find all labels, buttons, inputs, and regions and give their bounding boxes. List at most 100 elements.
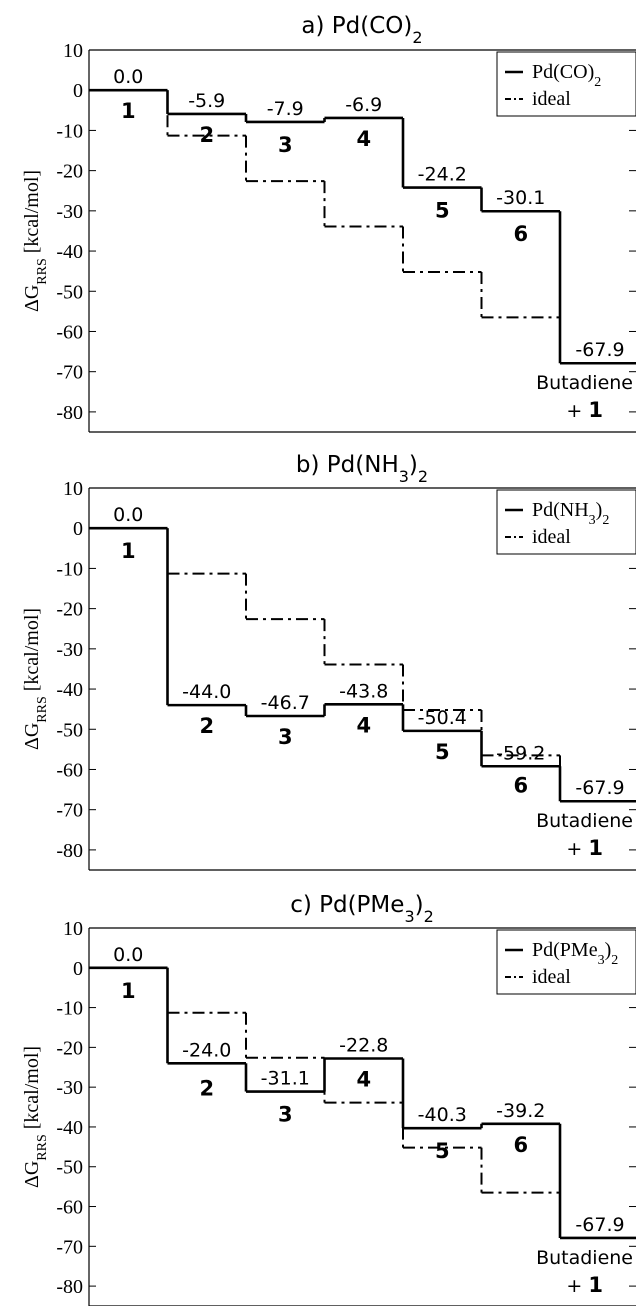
- panel-1: a) Pd(CO)2 10 0 -10 -20 -30 -40 -50 -60 -70 -80 ΔGR…: [21, 13, 636, 433]
- y-tick-label: -70: [56, 362, 83, 384]
- state-number: 1: [121, 979, 136, 1003]
- energy-label: -22.8: [339, 1035, 388, 1057]
- y-tick-label: -80: [56, 1276, 83, 1298]
- y-tick-label: -10: [56, 120, 83, 142]
- legend-label-complex: Pd(NH3)2: [532, 499, 609, 528]
- state-number: 2: [199, 123, 214, 147]
- series-complex: [89, 526, 636, 803]
- energy-label: -50.4: [418, 707, 467, 729]
- series-complex: [89, 966, 636, 1240]
- y-tick-label: -20: [56, 161, 83, 183]
- chart-title: c) Pd(PMe3)2: [290, 892, 434, 926]
- state-number: 4: [356, 713, 371, 737]
- series-ideal: [89, 89, 636, 365]
- y-tick-label: 10: [63, 478, 83, 500]
- legend-label-complex: Pd(CO)2: [532, 61, 601, 90]
- state-number: 1: [121, 539, 136, 563]
- y-tick-label: -20: [56, 599, 83, 621]
- y-axis-label: ΔGRRS [kcal/mol]: [21, 170, 50, 312]
- energy-label: -44.0: [182, 681, 231, 703]
- legend-box: [496, 51, 636, 117]
- energy-label: -67.9: [575, 1214, 624, 1236]
- energy-label: -67.9: [575, 339, 624, 361]
- y-tick-label: -40: [56, 679, 83, 701]
- final-product-label: Butadiene: [536, 810, 633, 832]
- series-ideal: [89, 527, 636, 803]
- final-product-state: + 1: [566, 836, 603, 860]
- state-number: 5: [435, 740, 450, 764]
- y-tick-label: 10: [63, 918, 83, 940]
- final-product-state: + 1: [566, 1273, 603, 1297]
- y-tick-label: -20: [56, 1037, 83, 1059]
- y-tick-label: -60: [56, 1197, 83, 1219]
- energy-label: -59.2: [496, 742, 545, 764]
- series-complex: [89, 88, 636, 365]
- energy-label: 0.0: [113, 66, 143, 88]
- y-tick-label: -60: [56, 321, 83, 343]
- energy-label: -24.2: [418, 164, 467, 186]
- y-tick-label: -50: [56, 719, 83, 741]
- state-number: 4: [356, 127, 371, 151]
- legend-label-ideal: ideal: [532, 966, 571, 988]
- energy-label: 0.0: [113, 944, 143, 966]
- series-ideal: [89, 966, 636, 1239]
- chart-title: a) Pd(CO)2: [301, 13, 422, 47]
- energy-label: -40.3: [418, 1104, 467, 1126]
- legend-box: [496, 929, 636, 995]
- state-number: 6: [513, 1133, 528, 1157]
- y-tick-label: -10: [56, 998, 83, 1020]
- state-number: 2: [199, 714, 214, 738]
- y-tick-label: -80: [56, 402, 83, 424]
- state-number: 6: [513, 222, 528, 246]
- legend-label-ideal: ideal: [532, 526, 571, 548]
- y-tick-label: -40: [56, 241, 83, 263]
- y-tick-label: -70: [56, 1236, 83, 1258]
- y-tick-label: 0: [73, 518, 83, 540]
- y-tick-label: 10: [63, 40, 83, 62]
- energy-label: -30.1: [496, 187, 545, 209]
- final-product-state: + 1: [566, 398, 603, 422]
- y-tick-label: -30: [56, 201, 83, 223]
- energy-label: -7.9: [267, 98, 304, 120]
- energy-label: -46.7: [261, 692, 310, 714]
- state-number: 3: [278, 133, 293, 157]
- legend-box: [496, 489, 636, 555]
- energy-label: -43.8: [339, 680, 388, 702]
- energy-label: -39.2: [496, 1100, 545, 1122]
- state-number: 6: [513, 773, 528, 797]
- state-number: 3: [278, 1103, 293, 1127]
- panel-3: c) Pd(PMe3)2 10 0 -10 -20 -30 -40 -50 -60 -70 -80 Δ…: [21, 892, 636, 1306]
- state-number: 4: [356, 1068, 371, 1092]
- y-tick-label: 0: [73, 80, 83, 102]
- panel-2: b) Pd(NH3)2 10 0 -10 -20 -30 -40 -50 -60 -70 -80 ΔG…: [21, 452, 636, 871]
- y-tick-label: -30: [56, 1077, 83, 1099]
- final-product-label: Butadiene: [536, 1247, 633, 1269]
- energy-label: -6.9: [345, 94, 382, 116]
- state-number: 2: [199, 1076, 214, 1100]
- energy-label: -67.9: [575, 777, 624, 799]
- final-product-label: Butadiene: [536, 372, 633, 394]
- state-number: 1: [121, 99, 136, 123]
- y-tick-label: -70: [56, 800, 83, 822]
- y-tick-label: -80: [56, 840, 83, 862]
- y-tick-label: -50: [56, 1157, 83, 1179]
- y-tick-label: -60: [56, 759, 83, 781]
- energy-label: 0.0: [113, 504, 143, 526]
- y-tick-label: -10: [56, 558, 83, 580]
- energy-label: -5.9: [188, 90, 225, 112]
- legend-label-ideal: ideal: [532, 88, 571, 110]
- state-number: 3: [278, 725, 293, 749]
- energy-label: -24.0: [182, 1039, 231, 1061]
- state-number: 5: [435, 1139, 450, 1163]
- y-axis-label: ΔGRRS [kcal/mol]: [21, 608, 50, 750]
- legend-label-complex: Pd(PMe3)2: [532, 939, 618, 968]
- y-axis-label: ΔGRRS [kcal/mol]: [21, 1046, 50, 1188]
- y-tick-label: 0: [73, 958, 83, 980]
- y-tick-label: -40: [56, 1117, 83, 1139]
- chart-title: b) Pd(NH3)2: [296, 452, 428, 486]
- energy-label: -31.1: [261, 1068, 310, 1090]
